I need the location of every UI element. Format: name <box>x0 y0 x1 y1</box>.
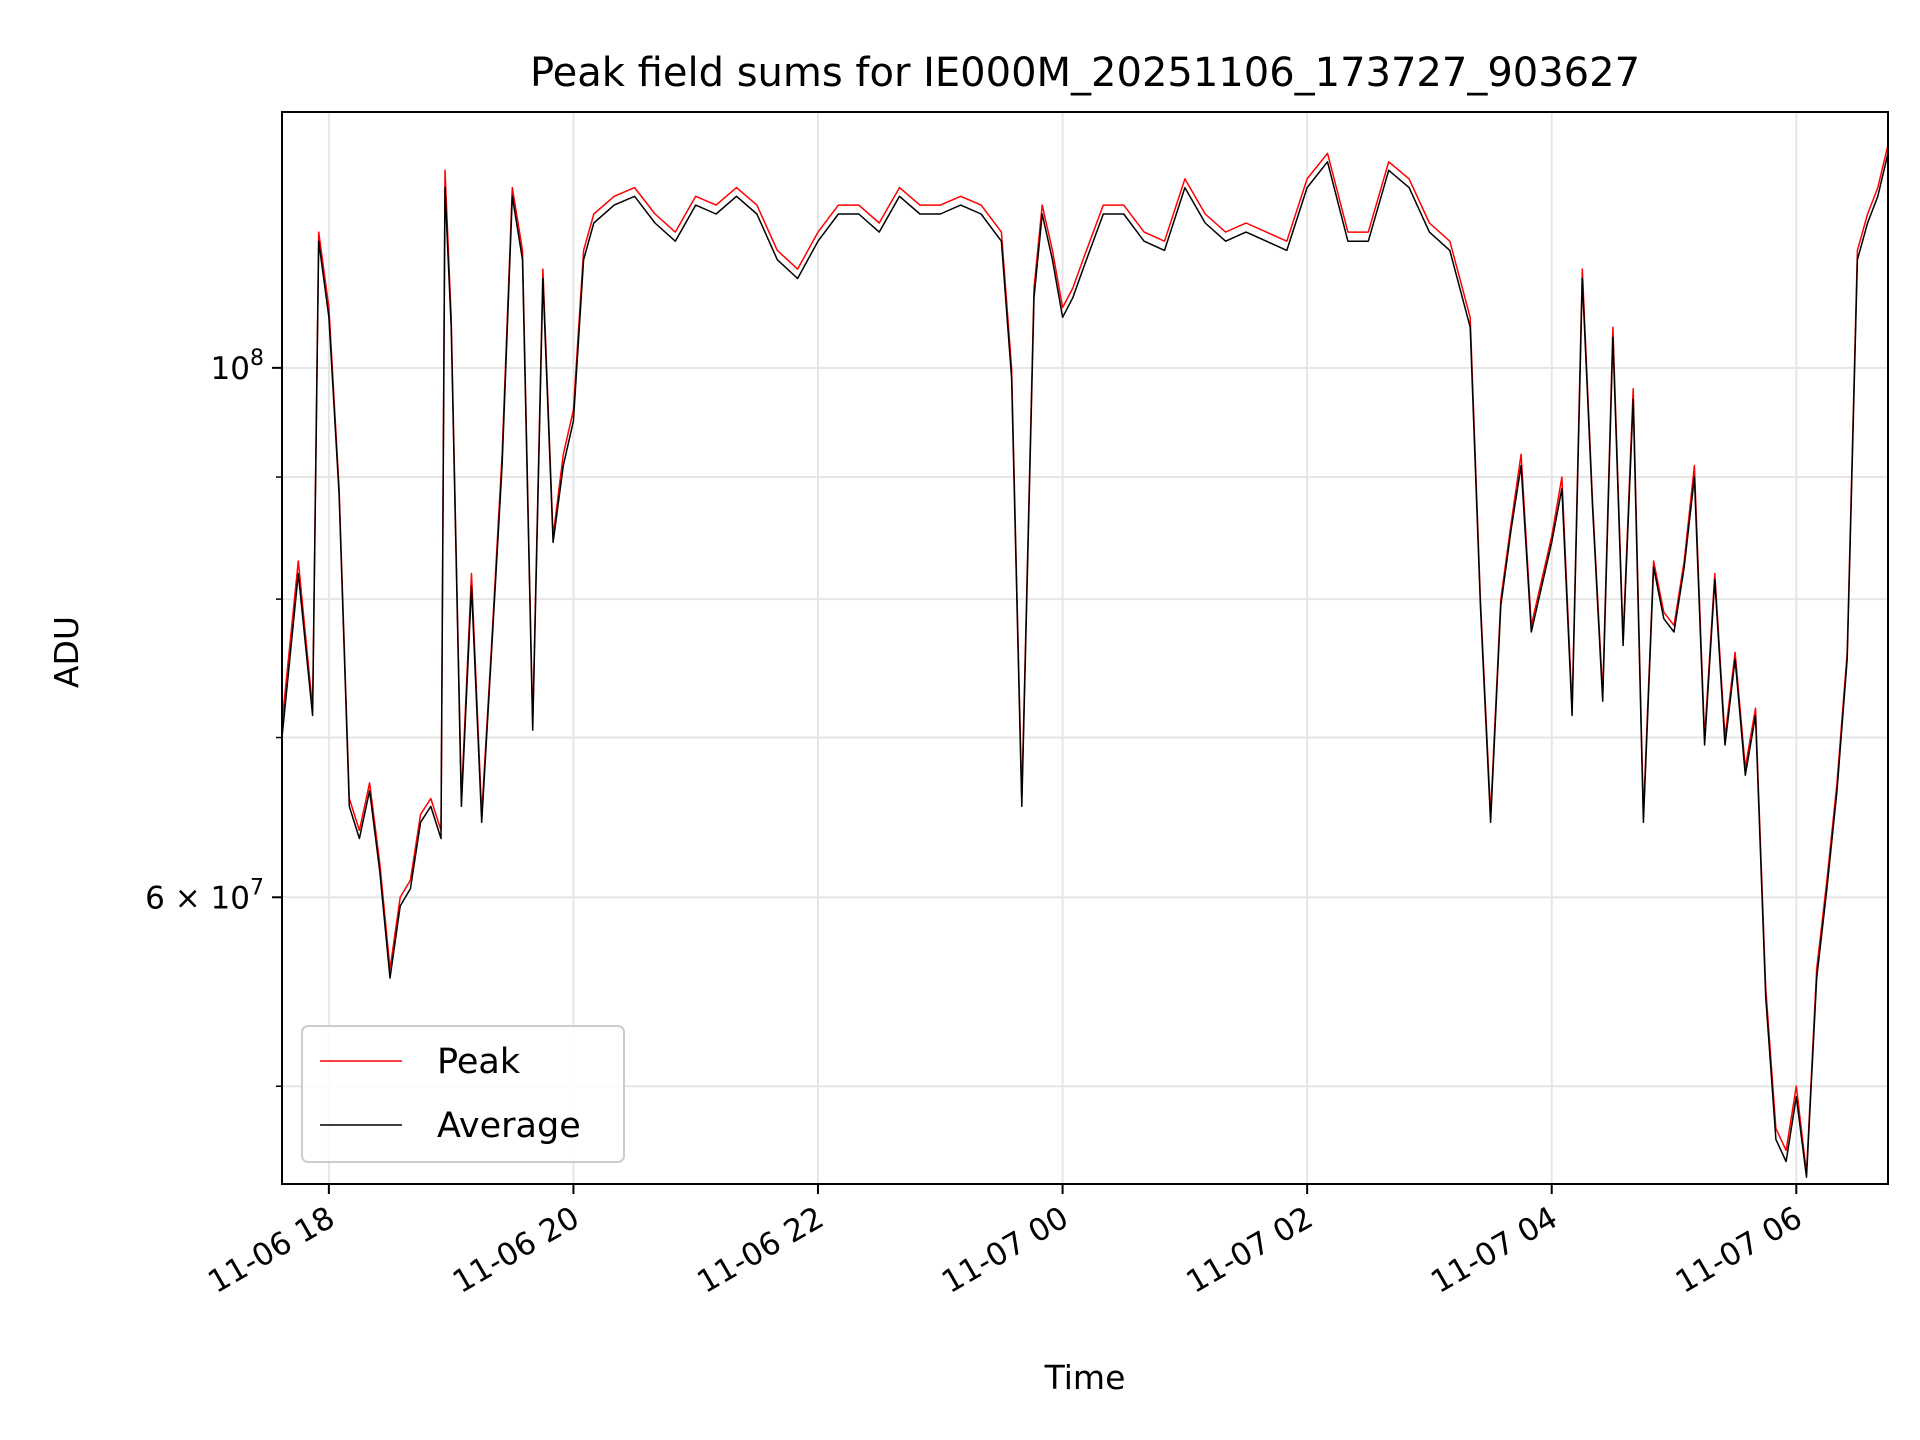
axes <box>281 111 1889 1185</box>
series-line-average <box>282 153 1888 1178</box>
legend-box <box>301 1025 625 1163</box>
plot-frame <box>281 111 1889 1185</box>
y-axis-title: ADU <box>47 616 86 688</box>
y-tick-label: 6 × 107 <box>145 875 264 916</box>
chart-title: Peak field sums for IE000M_20251106_1737… <box>530 50 1640 96</box>
legend: Peak Average <box>301 1025 625 1163</box>
y-tick-label: 108 <box>211 346 264 387</box>
y-axis-ticks: 108 6 × 107 <box>145 346 282 1088</box>
x-axis-title: Time <box>1044 1358 1126 1397</box>
legend-label-peak: Peak <box>437 1042 521 1082</box>
plot-series <box>282 144 1888 1178</box>
legend-label-average: Average <box>437 1106 581 1146</box>
grid-lines <box>282 112 1888 1184</box>
